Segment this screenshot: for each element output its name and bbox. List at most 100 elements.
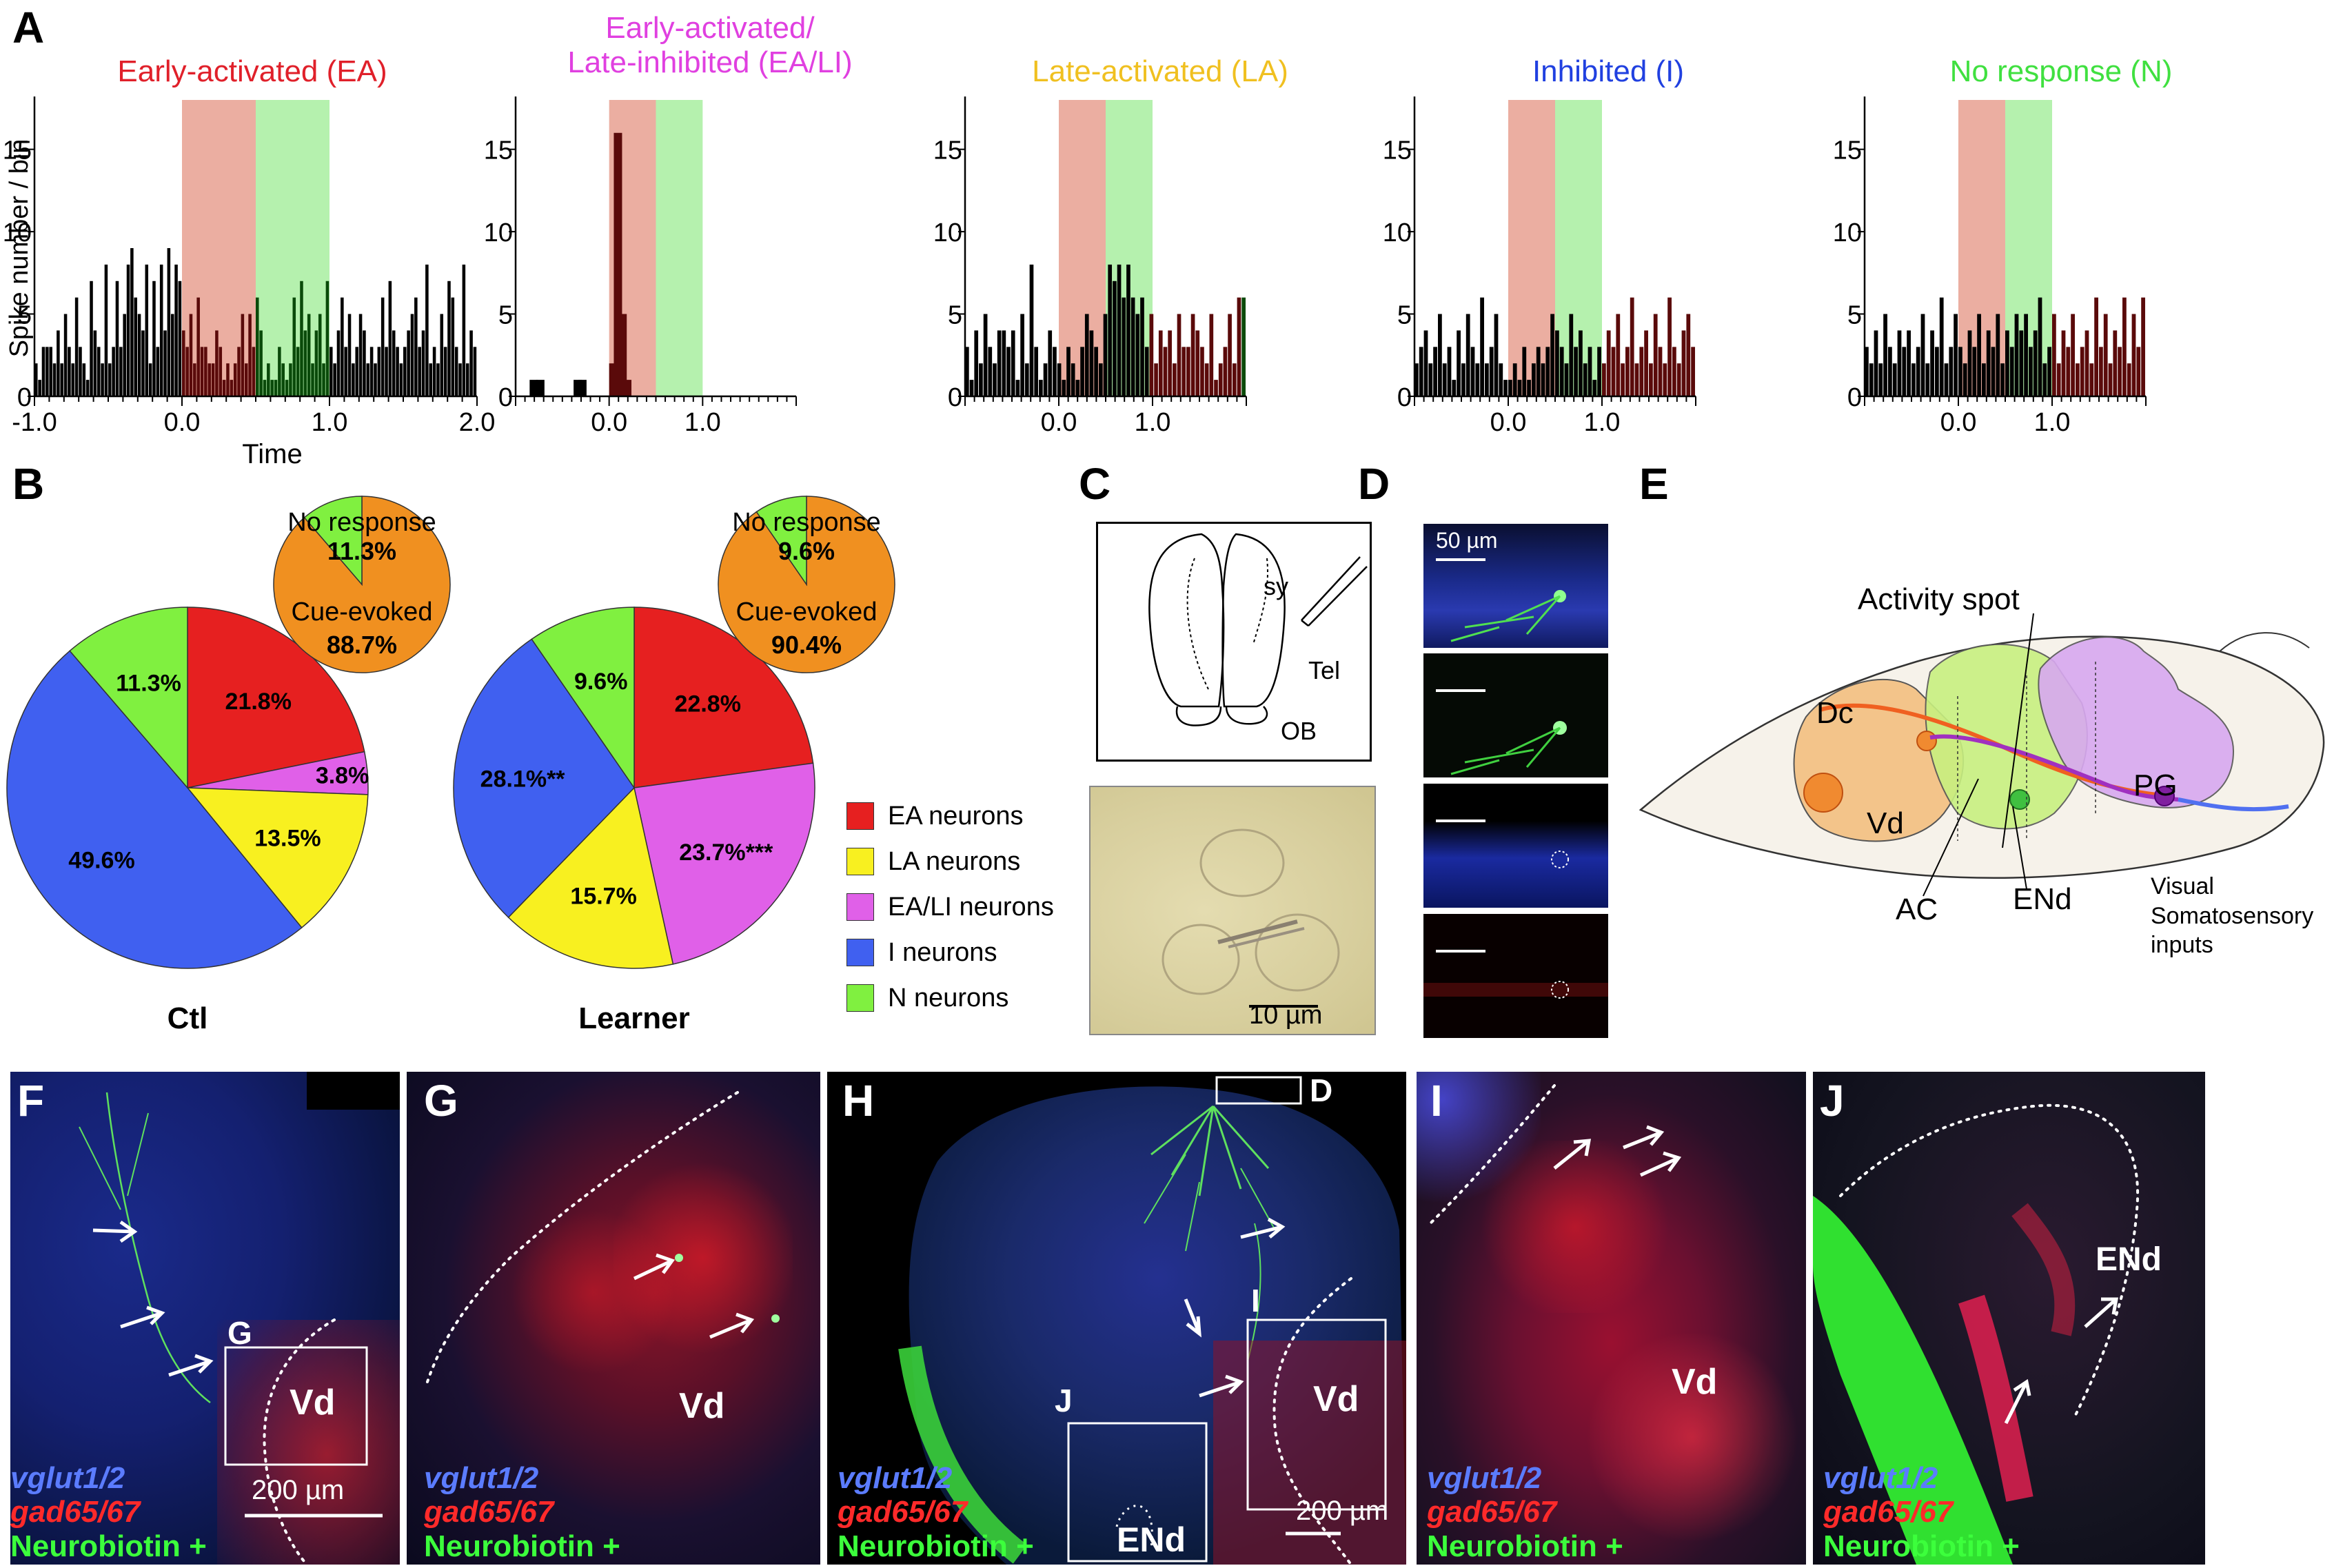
histogram-bar [1419,347,1423,396]
y-tick-label: 0 [948,383,962,412]
histogram-bar [1011,330,1015,396]
panel-g-gad: gad65/67 [424,1495,554,1529]
histogram-bar [134,297,137,396]
histogram-bar [1237,297,1241,396]
fish-brain-drawing [1639,613,2325,897]
histogram-bar [252,347,256,396]
histogram-bar [1658,347,1663,396]
confocal-green-image [1423,653,1608,777]
histogram-bar [2089,363,2094,396]
pie-slice [507,786,674,969]
histogram-bar [1020,314,1024,396]
histogram-bar [2047,347,2051,396]
panel-f-neuro: Neurobiotin + [10,1529,207,1563]
panel-b-label: B [12,459,45,509]
pie-slice-label: 15.7% [570,883,636,909]
histogram-bar [965,347,969,396]
histogram-bar [1457,330,1461,396]
histogram-bar [126,264,130,396]
legend-ea-label: EA neurons [888,801,1024,831]
histogram-bar [1140,297,1144,396]
histogram-bar [145,264,149,396]
histogram-bar [1686,314,1691,396]
histogram-bar [1949,347,1954,396]
histogram-bar [189,314,193,396]
panel-i-label: I [1430,1076,1443,1126]
panel-f-image: G Vd 200 µm vglut1/2 gad65/67 Neurobioti… [10,1072,400,1565]
panel-f-dark-corner [307,1072,400,1110]
pie-3: 22.8% 23.7%*** 15.7% 28.1%** 9.6% Learner [453,607,815,1035]
histogram-bar [1911,363,1916,396]
histogram-bar [436,363,440,396]
histogram-bar [1982,363,1986,396]
histogram-bar [230,380,234,396]
histogram-bar [1475,363,1480,396]
panel-e-label: E [1639,459,1669,509]
confocal-red-signal [1423,981,1608,999]
panel-h-vglut: vglut1/2 [838,1461,953,1495]
histogram-bar [1029,264,1034,396]
histogram-bar [93,330,97,396]
end-label: ENd [2013,882,2072,916]
pie-slice-label: 9.6% [574,669,628,695]
histogram-bar [1209,314,1214,396]
legend-n-swatch [846,984,874,1012]
legend-eali: EA/LI neurons [846,892,1054,922]
histogram-bar [1039,380,1043,396]
histogram-bar [396,347,399,396]
histogram-bar [2094,297,2098,396]
small-pie-nr-label: No response [732,508,880,537]
histogram-bar [2080,347,2085,396]
histogram-bar [421,330,425,396]
x-tick-label: -1.0 [12,408,57,437]
panel-f-label: F [17,1076,45,1126]
histogram-bar [1113,281,1117,396]
histogram-bar [1200,347,1204,396]
histogram-bar [2014,314,2019,396]
histogram-bar [241,314,245,396]
histogram-bar [1103,314,1108,396]
histogram-bar [1428,363,1433,396]
panel-j-overlay [1813,1103,2140,1565]
histogram-bar [1480,297,1484,396]
histogram-bar [34,363,38,396]
x-tick-label: 0.0 [164,408,201,437]
panel-j-vglut: vglut1/2 [1823,1461,1938,1495]
histogram-bar [1991,347,1996,396]
y-tick-label: 15 [3,136,32,165]
histogram-bar [1470,347,1475,396]
histogram-bar [1228,314,1232,396]
histogram-bar [1634,363,1639,396]
histogram-bar [289,363,292,396]
histogram-bar [329,347,333,396]
histogram-bar [1916,347,1920,396]
histogram-bar [1972,347,1977,396]
dc-label: Dc [1816,696,1854,730]
histogram-bar [281,363,285,396]
histogram-bar [979,363,983,396]
brain-outline-drawing [1148,533,1368,726]
panel-f-g-box-label: G [227,1315,252,1351]
histogram-bar [1681,330,1686,396]
histogram-bar [2024,314,2028,396]
histogram-bar [170,314,174,396]
histogram-bar [1555,330,1559,396]
histogram-bar [2052,314,2056,396]
brightfield-cells [1162,828,1340,1008]
y-tick-label: 15 [1833,136,1862,165]
histogram-bar [1186,347,1190,396]
panel-g-overlay [426,1091,780,1383]
legend-ea-swatch [846,802,874,830]
histogram-bar [1541,363,1545,396]
histogram-bar [440,314,444,396]
histogram-bar [1066,347,1071,396]
histogram-bar [974,330,979,396]
histogram-bar [341,297,344,396]
legend-n-label: N neurons [888,983,1009,1012]
y-tick-label: 0 [1847,383,1862,412]
panel-i-vd-label: Vd [1672,1362,1718,1402]
legend-i-label: I neurons [888,937,997,967]
histogram-bar [1168,330,1172,396]
brightfield-cell-image: 10 µm [1089,786,1376,1035]
histogram-bar [1485,363,1489,396]
